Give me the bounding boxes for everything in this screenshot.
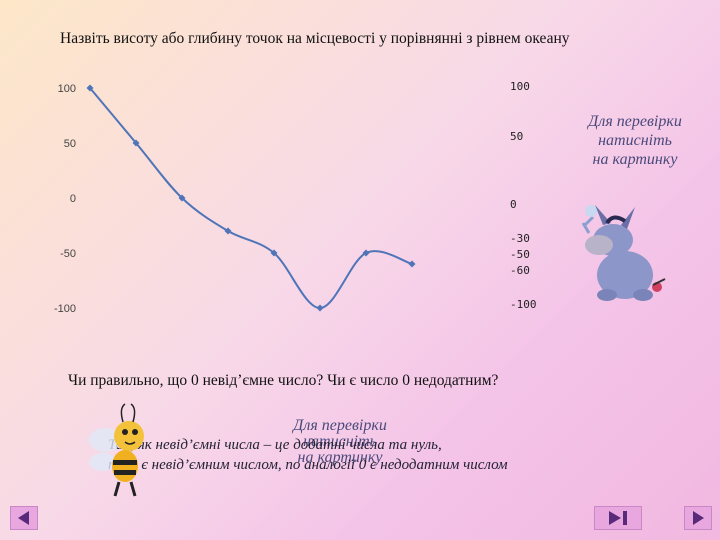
data-point [132, 139, 140, 147]
hint-line: на картинку [592, 151, 678, 168]
question-title: Назвіть висоту або глибину точок на місц… [60, 30, 570, 47]
y-tick-label: 100 [58, 83, 76, 95]
eeyore-picture[interactable] [565, 195, 675, 310]
question-two: Чи правильно, що 0 невід’ємне число? Чи … [68, 372, 499, 389]
answer-text: Так, як невід’ємні числа – це додатні чи… [108, 435, 508, 475]
elevation-label: 50 [510, 130, 524, 143]
hint-line: на картинку [297, 449, 383, 466]
series-line [89, 87, 413, 310]
bee-picture[interactable] [85, 400, 160, 500]
y-tick-label: 50 [64, 138, 76, 150]
hint-bottom: Для перевірки натисніть на картинку [250, 418, 430, 466]
elevation-label: 100 [510, 80, 530, 93]
hint-line: натисніть [598, 132, 672, 149]
elevation-label: 0 [510, 198, 517, 211]
data-point [86, 84, 94, 92]
answer-line: то 0 є невід’ємним числом, по аналогії 0… [108, 457, 508, 473]
elevation-label: -100 [510, 298, 537, 311]
play-end-icon [609, 511, 627, 525]
data-point [178, 194, 186, 202]
elevation-label: -50 [510, 248, 530, 261]
data-point [408, 260, 416, 268]
hint-top: Для перевірки натисніть на картинку [570, 112, 700, 169]
y-tick-label: -100 [54, 303, 76, 315]
next-slide-button[interactable] [684, 506, 712, 530]
y-tick-label: 0 [70, 193, 76, 205]
data-point [316, 304, 324, 312]
elevation-label: -30 [510, 232, 530, 245]
prev-slide-button[interactable] [10, 506, 38, 530]
elevation-label: -60 [510, 264, 530, 277]
hint-line: натисніть [303, 433, 377, 450]
last-slide-button[interactable] [594, 506, 642, 530]
triangle-left-icon [18, 511, 29, 525]
y-tick-label: -50 [60, 248, 76, 260]
line-chart: 100 50 0 -50 -100 [54, 83, 416, 315]
answer-line: Так, як невід’ємні числа – це додатні чи… [108, 437, 442, 453]
hint-line: Для перевірки [293, 417, 387, 434]
triangle-right-icon [693, 511, 704, 525]
data-point [224, 227, 232, 235]
data-point [270, 249, 278, 257]
hint-line: Для перевірки [588, 113, 682, 130]
data-point [362, 249, 370, 257]
